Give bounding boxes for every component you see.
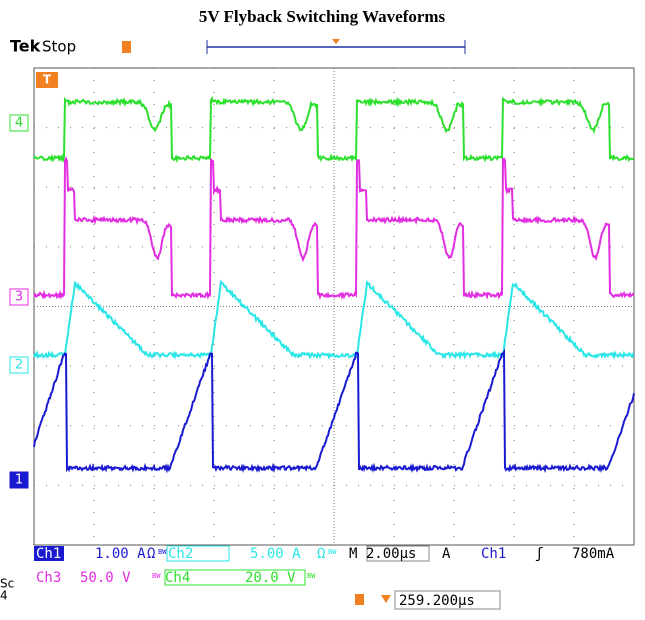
brand: Tek <box>10 37 41 56</box>
readout-text: Ch1 <box>36 546 61 562</box>
readout-text: A <box>442 546 451 562</box>
readout-text: BW <box>152 572 161 580</box>
channel-marker: 2 <box>15 358 23 373</box>
readout-text: Ch3 <box>36 570 61 586</box>
readout-text: ʃ <box>535 546 543 562</box>
cut-off-text: 4 <box>0 589 8 603</box>
readout-text: 780mA <box>572 546 615 562</box>
status: Stop <box>42 38 76 56</box>
channel-marker: 1 <box>15 473 23 488</box>
readout-text: BW <box>158 548 167 556</box>
graticule <box>34 68 634 545</box>
readout-text: 50.0 V <box>80 570 131 586</box>
readout-text: 20.0 V <box>245 570 296 586</box>
readout-text: M 2.00µs <box>349 546 416 562</box>
scope-screen: 5V Flyback Switching Waveforms Tek Stop … <box>0 0 645 620</box>
readout-text: Ch4 <box>165 570 190 586</box>
channel-marker: 3 <box>15 290 23 305</box>
channel-markers: 4 3 2 1 <box>10 115 28 488</box>
readout-text: BW <box>328 548 337 556</box>
title: 5V Flyback Switching Waveforms <box>199 7 446 26</box>
readout-text: Ω <box>317 546 325 562</box>
trigger-position-icon <box>122 41 131 53</box>
trigger-marker: T <box>43 73 52 87</box>
readout-text: 5.00 A <box>250 546 301 562</box>
readout-text: Ω <box>147 546 155 562</box>
readout-text: Ch1 <box>481 546 506 562</box>
readout-text: 259.200µs <box>399 593 475 609</box>
record-marker <box>332 39 340 44</box>
channel-marker: 4 <box>15 116 23 131</box>
readout-text: 1.00 A <box>95 546 146 562</box>
trigger-icon <box>355 594 364 605</box>
trigger-arrow <box>381 595 391 603</box>
readouts: Ch1 1.00 A Ω BW Ch2 5.00 A Ω BW M 2.00µs A Ch1 ʃ 780… <box>34 546 615 609</box>
readout-text: Ch2 <box>168 546 193 562</box>
readout-text: BW <box>307 572 316 580</box>
